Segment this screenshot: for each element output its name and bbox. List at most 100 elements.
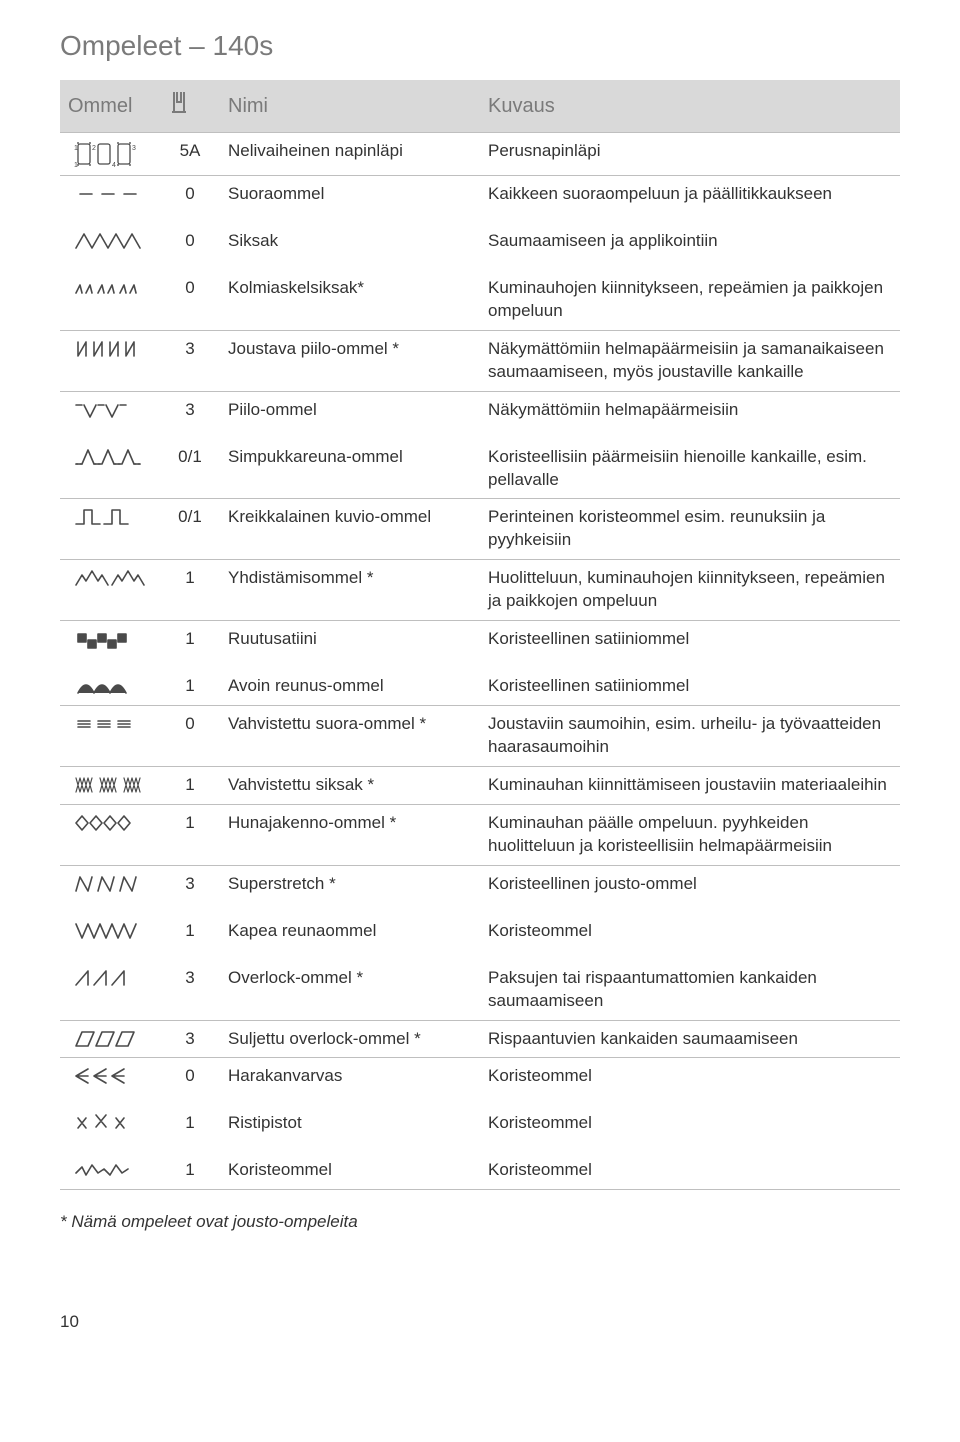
stitch-desc: Huolitteluun, kuminauhojen kiinnitykseen… xyxy=(480,560,900,621)
stitch-name: Superstretch * xyxy=(220,865,480,907)
stitch-desc: Paksujen tai rispaantumattomien kankaide… xyxy=(480,955,900,1020)
stitch-number: 3 xyxy=(160,330,220,391)
col-foot xyxy=(160,80,220,133)
stitch-desc: Rispaantuvien kankaiden saumaamiseen xyxy=(480,1020,900,1058)
stitch-number: 3 xyxy=(160,955,220,1020)
table-row: 1Hunajakenno-ommel *Kuminauhan päälle om… xyxy=(60,804,900,865)
stitch-name: Avoin reunus-ommel xyxy=(220,663,480,705)
stitch-icon xyxy=(60,330,160,391)
table-row: 0Kolmiaskelsiksak*Kuminauhojen kiinnityk… xyxy=(60,265,900,330)
stitch-number: 0 xyxy=(160,218,220,265)
stitch-desc: Näkymättömiin helmapäärmeisiin ja samana… xyxy=(480,330,900,391)
stitch-icon xyxy=(60,434,160,499)
stitch-desc: Näkymättömiin helmapäärmeisiin xyxy=(480,391,900,433)
footnote: * Nämä ompeleet ovat jousto-ompeleita xyxy=(60,1212,900,1232)
svg-text:2: 2 xyxy=(92,145,96,152)
stitch-number: 1 xyxy=(160,663,220,705)
table-row: 0SiksakSaumaamiseen ja applikointiin xyxy=(60,218,900,265)
stitch-desc: Koristeommel xyxy=(480,908,900,955)
stitch-name: Kolmiaskelsiksak* xyxy=(220,265,480,330)
stitch-icon xyxy=(60,663,160,705)
stitch-number: 0/1 xyxy=(160,499,220,560)
stitch-name: Suoraommel xyxy=(220,176,480,218)
stitch-desc: Koristeommel xyxy=(480,1100,900,1147)
stitch-name: Overlock-ommel * xyxy=(220,955,480,1020)
stitch-icon xyxy=(60,218,160,265)
table-row: 123145ANelivaiheinen napinläpiPerusnapin… xyxy=(60,133,900,176)
stitch-name: Piilo-ommel xyxy=(220,391,480,433)
stitch-desc: Saumaamiseen ja applikointiin xyxy=(480,218,900,265)
stitch-desc: Joustaviin saumoihin, esim. urheilu- ja … xyxy=(480,706,900,767)
stitch-name: Harakanvarvas xyxy=(220,1058,480,1100)
stitch-name: Yhdistämisommel * xyxy=(220,560,480,621)
stitch-number: 3 xyxy=(160,1020,220,1058)
table-row: 0/1Simpukkareuna-ommelKoristeellisiin pä… xyxy=(60,434,900,499)
stitch-icon xyxy=(60,560,160,621)
stitch-name: Vahvistettu siksak * xyxy=(220,766,480,804)
stitch-number: 0 xyxy=(160,176,220,218)
stitch-name: Kreikkalainen kuvio-ommel xyxy=(220,499,480,560)
stitch-number: 0 xyxy=(160,706,220,767)
table-row: 1Vahvistettu siksak *Kuminauhan kiinnitt… xyxy=(60,766,900,804)
page-number: 10 xyxy=(60,1312,900,1332)
stitch-desc: Koristeellinen satiiniommel xyxy=(480,663,900,705)
stitch-number: 1 xyxy=(160,908,220,955)
header-row: Ommel Nimi Kuvaus xyxy=(60,80,900,133)
svg-text:1: 1 xyxy=(74,162,78,168)
stitch-name: Koristeommel xyxy=(220,1147,480,1189)
col-kuvaus: Kuvaus xyxy=(480,80,900,133)
stitch-name: Simpukkareuna-ommel xyxy=(220,434,480,499)
table-row: 3Piilo-ommelNäkymättömiin helmapäärmeisi… xyxy=(60,391,900,433)
svg-text:1: 1 xyxy=(74,145,78,152)
stitch-icon xyxy=(60,804,160,865)
stitch-icon xyxy=(60,499,160,560)
page-title: Ompeleet – 140s xyxy=(60,30,900,62)
stitch-name: Ruutusatiini xyxy=(220,621,480,663)
stitch-name: Joustava piilo-ommel * xyxy=(220,330,480,391)
stitch-desc: Kuminauhan kiinnittämiseen joustaviin ma… xyxy=(480,766,900,804)
stitch-number: 3 xyxy=(160,865,220,907)
stitch-number: 1 xyxy=(160,560,220,621)
stitch-icon xyxy=(60,1058,160,1100)
table-row: 3Superstretch *Koristeellinen jousto-omm… xyxy=(60,865,900,907)
stitch-desc: Koristeellinen satiiniommel xyxy=(480,621,900,663)
stitch-name: Ristipistot xyxy=(220,1100,480,1147)
stitch-icon xyxy=(60,955,160,1020)
stitch-desc: Kaikkeen suoraompeluun ja päällitikkauks… xyxy=(480,176,900,218)
stitch-number: 1 xyxy=(160,804,220,865)
table-row: 1RistipistotKoristeommel xyxy=(60,1100,900,1147)
stitch-icon xyxy=(60,766,160,804)
stitch-name: Siksak xyxy=(220,218,480,265)
table-row: 3Joustava piilo-ommel *Näkymättömiin hel… xyxy=(60,330,900,391)
stitch-name: Kapea reunaommel xyxy=(220,908,480,955)
stitch-icon xyxy=(60,865,160,907)
stitch-number: 1 xyxy=(160,766,220,804)
stitch-desc: Kuminauhojen kiinnitykseen, repeämien ja… xyxy=(480,265,900,330)
stitch-desc: Perinteinen koristeommel esim. reunuksii… xyxy=(480,499,900,560)
stitch-icon: 12314 xyxy=(60,133,160,176)
stitch-icon xyxy=(60,1020,160,1058)
svg-text:4: 4 xyxy=(112,162,116,168)
stitch-desc: Perusnapinläpi xyxy=(480,133,900,176)
col-nimi: Nimi xyxy=(220,80,480,133)
stitch-name: Vahvistettu suora-ommel * xyxy=(220,706,480,767)
table-row: 1Yhdistämisommel *Huolitteluun, kuminauh… xyxy=(60,560,900,621)
table-row: 3Suljettu overlock-ommel *Rispaantuvien … xyxy=(60,1020,900,1058)
stitch-icon xyxy=(60,1147,160,1189)
stitch-name: Nelivaiheinen napinläpi xyxy=(220,133,480,176)
stitch-number: 0 xyxy=(160,1058,220,1100)
stitch-name: Hunajakenno-ommel * xyxy=(220,804,480,865)
table-row: 0SuoraommelKaikkeen suoraompeluun ja pää… xyxy=(60,176,900,218)
table-row: 3Overlock-ommel *Paksujen tai rispaantum… xyxy=(60,955,900,1020)
stitch-table: Ommel Nimi Kuvaus 123145ANelivaiheinen n… xyxy=(60,80,900,1190)
stitch-desc: Koristeommel xyxy=(480,1147,900,1189)
stitch-number: 0 xyxy=(160,265,220,330)
stitch-desc: Koristeellinen jousto-ommel xyxy=(480,865,900,907)
stitch-number: 0/1 xyxy=(160,434,220,499)
stitch-icon xyxy=(60,706,160,767)
stitch-desc: Koristeommel xyxy=(480,1058,900,1100)
stitch-number: 3 xyxy=(160,391,220,433)
stitch-icon xyxy=(60,176,160,218)
stitch-name: Suljettu overlock-ommel * xyxy=(220,1020,480,1058)
table-row: 1RuutusatiiniKoristeellinen satiiniommel xyxy=(60,621,900,663)
